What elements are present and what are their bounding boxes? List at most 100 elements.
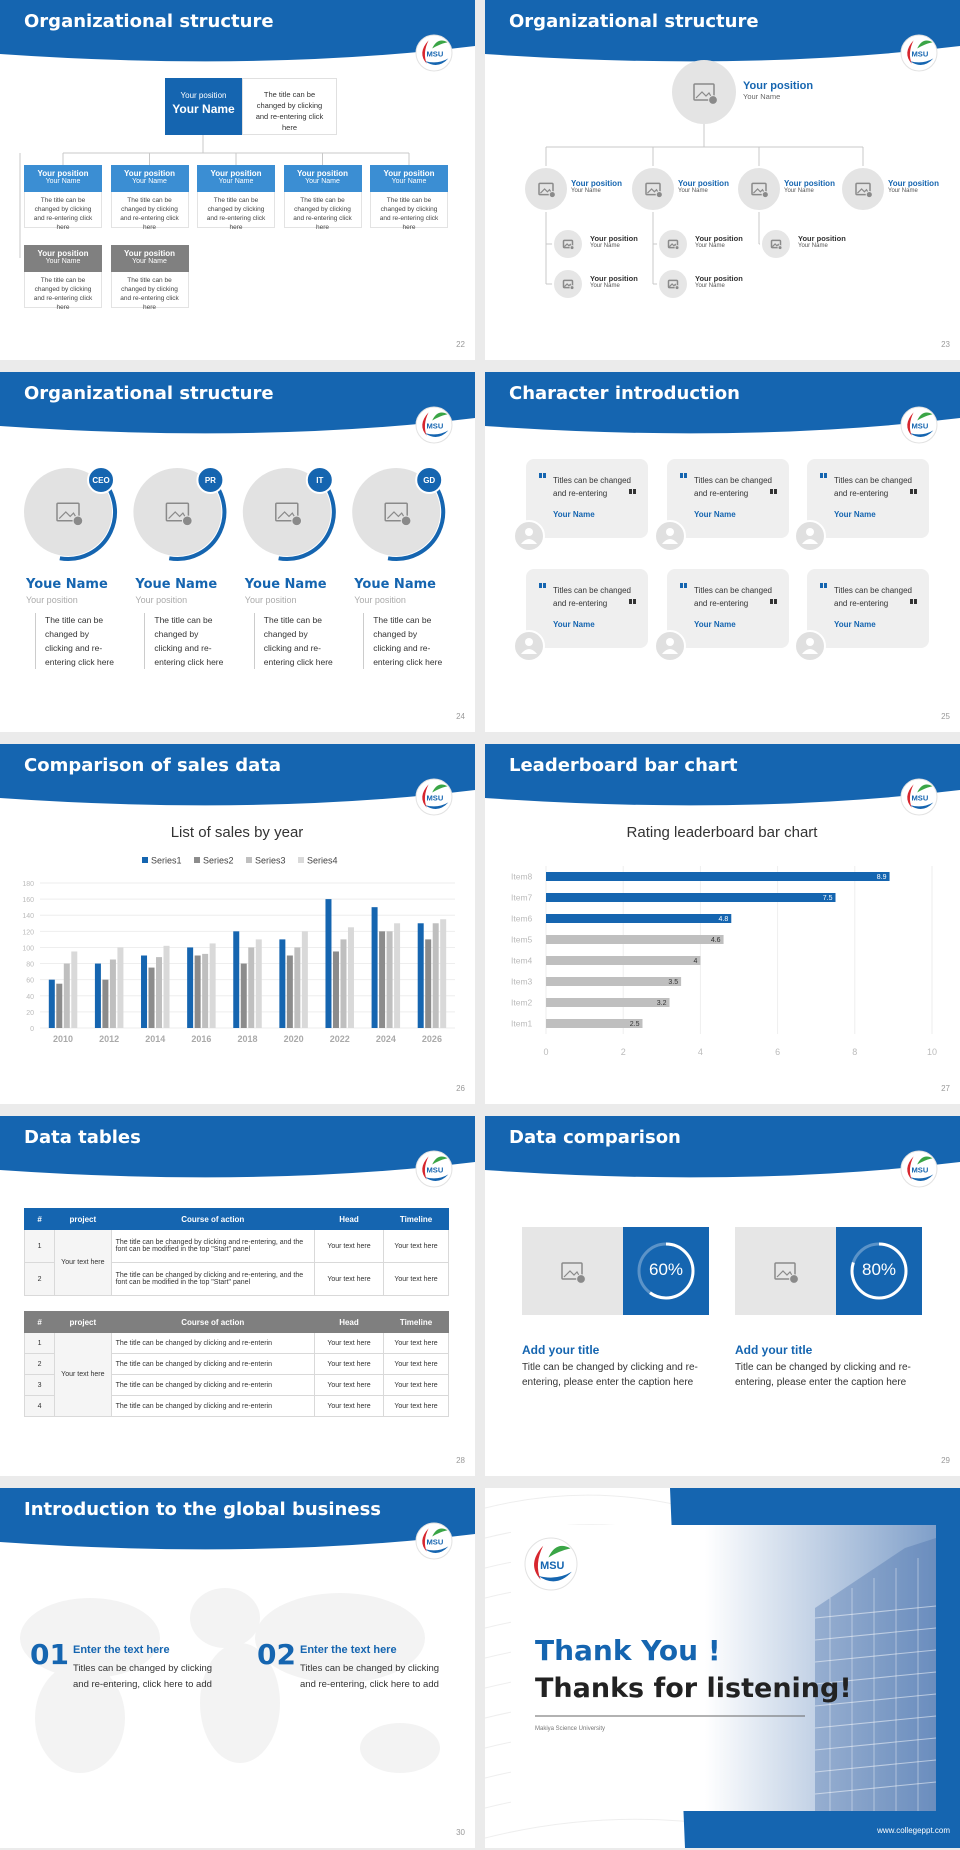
image-icon <box>562 279 574 289</box>
item-caption: Title can be changed by clicking and re-… <box>735 1362 911 1388</box>
building <box>815 1538 936 1811</box>
card-name: Your Name <box>694 620 736 629</box>
logo-blue <box>425 1174 449 1182</box>
university-name: Makiya Science University <box>535 1726 606 1732</box>
card-text: Titles can be changed and re-entering <box>553 476 631 498</box>
legend-swatch <box>194 857 200 863</box>
bar <box>117 947 124 1028</box>
value-label: 3.5 <box>668 979 678 986</box>
quote-mark <box>824 473 827 478</box>
legend-label: Series2 <box>203 856 234 866</box>
quote-mark <box>633 599 636 604</box>
table-cell: The title can be changed by clicking and… <box>110 1374 315 1396</box>
value-label: 3.2 <box>657 1000 667 1007</box>
bar <box>255 939 262 1028</box>
bar <box>546 935 724 944</box>
header-band <box>0 0 475 62</box>
badge-label: GD <box>423 476 435 485</box>
slide-graphics: MSU <box>485 0 960 300</box>
bar <box>148 967 155 1028</box>
table-cell: Your text here <box>54 1332 112 1417</box>
page-number: 27 <box>941 1084 950 1093</box>
table-cell: 1 <box>23 1332 56 1354</box>
quote-mark <box>910 489 913 494</box>
y-tick-label: 160 <box>22 897 34 904</box>
image-icon-mountain <box>563 1270 581 1278</box>
bar <box>340 939 347 1028</box>
logo-green <box>917 1156 933 1165</box>
image-icon-mountain <box>771 243 781 248</box>
header-band <box>485 0 960 62</box>
logo-blue <box>425 1546 449 1554</box>
x-tick-label: 10 <box>927 1047 937 1057</box>
card-name: Your Name <box>834 620 876 629</box>
image-icon-plus <box>569 245 575 251</box>
y-tick-label: Item7 <box>511 893 533 903</box>
legend-label: Series4 <box>307 856 338 866</box>
image-icon-mountain <box>668 243 678 248</box>
legend-swatch <box>246 857 252 863</box>
y-tick-label: 20 <box>26 1010 34 1017</box>
member-note: The title can be changed by clicking and… <box>197 192 275 231</box>
logo-red <box>534 1545 544 1580</box>
name: Your Name <box>695 283 725 289</box>
bar <box>294 947 301 1028</box>
table-cell: Your text here <box>383 1332 449 1354</box>
page-number: 22 <box>456 340 465 349</box>
quote-mark <box>910 599 913 604</box>
percent-label: 80% <box>861 1260 897 1279</box>
image-icon <box>751 182 767 196</box>
building-floor <box>814 1737 937 1751</box>
table-cell: 1 <box>23 1229 56 1263</box>
slide: MSU Introduction to the global business 30… <box>0 1488 475 1848</box>
note-box: The title can be changed by clicking and… <box>242 78 337 135</box>
sub-label: Your position Your Name <box>590 234 665 249</box>
image-icon-plus <box>674 285 680 291</box>
bar <box>109 959 116 1028</box>
quote-mark <box>770 489 773 494</box>
slide-title: Comparison of sales data <box>24 755 282 776</box>
photo-circle <box>672 60 736 124</box>
position: Your position <box>383 169 435 178</box>
table-cell: 4 <box>23 1395 56 1417</box>
member-header: Your position Your Name <box>24 245 102 272</box>
legend-label: Series3 <box>255 856 286 866</box>
member-note: The title can be changed by clicking and… <box>110 192 189 231</box>
name: Your Name <box>798 243 828 249</box>
slide-title: Organizational structure <box>24 383 274 404</box>
position: Your position <box>124 169 175 178</box>
image-icon-mountain <box>168 511 187 520</box>
value-label: 4.6 <box>711 937 721 944</box>
building-floor <box>814 1605 937 1619</box>
sub-label: Your position Your Name <box>695 234 770 249</box>
slide-title: Introduction to the global business <box>24 1499 382 1520</box>
header-row: # project Course of action Head Timeline <box>23 1311 449 1333</box>
main-label: Your position Your Name <box>784 179 859 194</box>
badge <box>87 466 115 494</box>
position: Your position <box>695 274 743 283</box>
header-cell: Course of action <box>110 1208 315 1230</box>
badge <box>196 466 225 494</box>
card-name: Your Name <box>553 620 595 629</box>
y-tick-label: 180 <box>22 881 34 888</box>
map-shape <box>35 1663 125 1773</box>
y-tick-label: Item1 <box>511 1019 533 1029</box>
quote-mark <box>684 473 687 478</box>
logo-blue <box>425 58 449 66</box>
logo-text: MSU <box>427 1166 444 1175</box>
page-number: 29 <box>941 1456 950 1465</box>
table-row: 1 Your text here The title can be changed … <box>23 1229 449 1296</box>
table-row: 3 The title can be changed by clicking an… <box>23 1374 449 1396</box>
logo-red <box>907 784 914 808</box>
image-icon-mountain <box>856 188 870 194</box>
bar <box>546 998 670 1007</box>
quote-mark <box>824 583 827 588</box>
image-icon <box>165 502 190 522</box>
image-icon-plus <box>548 191 556 199</box>
bar <box>248 947 255 1028</box>
image-icon <box>275 502 299 522</box>
avatar-body <box>802 539 818 544</box>
position: Your position <box>297 169 348 178</box>
map-shape <box>20 1598 160 1678</box>
y-tick-label: 80 <box>26 962 34 969</box>
